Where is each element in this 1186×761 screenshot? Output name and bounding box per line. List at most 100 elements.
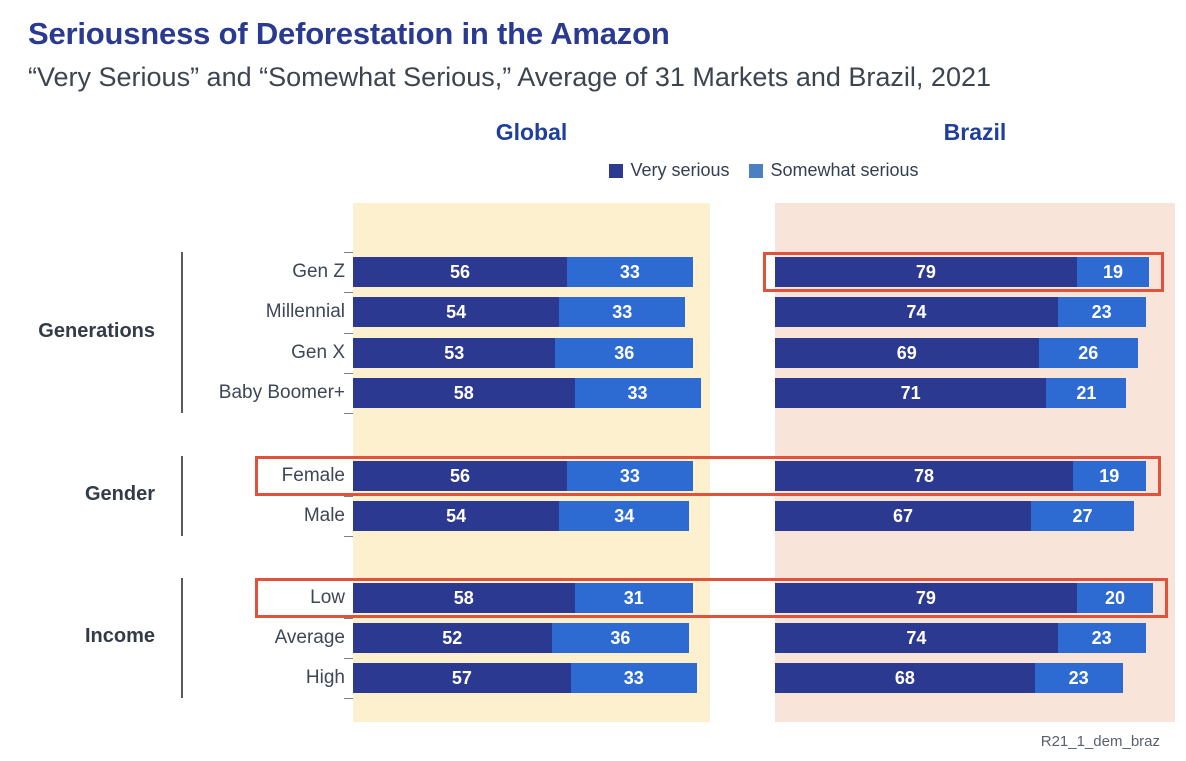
somewhat-serious-segment: 34 bbox=[559, 501, 690, 531]
brazil-bar-average: 74 23 bbox=[775, 623, 1146, 653]
segment-value-label: 79 bbox=[915, 261, 936, 282]
axis-tick bbox=[344, 698, 353, 699]
global-panel-header: Global bbox=[495, 119, 568, 145]
segment-value-label: 21 bbox=[1076, 382, 1097, 403]
very-serious-segment: 56 bbox=[353, 257, 567, 287]
axis-tick bbox=[344, 373, 353, 374]
somewhat-serious-segment: 33 bbox=[574, 378, 701, 408]
somewhat-serious-segment: 23 bbox=[1057, 623, 1146, 653]
very-serious-segment: 74 bbox=[775, 623, 1058, 653]
group-bracket bbox=[181, 578, 183, 698]
brazil-bar-gen-z: 79 19 bbox=[775, 257, 1150, 287]
very-serious-segment: 53 bbox=[353, 338, 556, 368]
row-label-high: High bbox=[305, 667, 345, 688]
somewhat-serious-swatch-icon bbox=[749, 163, 764, 178]
global-bar-average: 52 36 bbox=[353, 623, 690, 653]
group-label-generations: Generations bbox=[38, 319, 155, 342]
very-serious-segment: 79 bbox=[775, 257, 1077, 287]
very-serious-segment: 58 bbox=[353, 378, 575, 408]
group-label-gender: Gender bbox=[84, 483, 155, 505]
highlight-box-low bbox=[255, 578, 1169, 618]
very-serious-segment: 74 bbox=[775, 297, 1058, 327]
segment-value-label: 36 bbox=[614, 342, 635, 363]
very-serious-segment: 68 bbox=[775, 663, 1035, 693]
segment-value-label: 67 bbox=[892, 505, 913, 526]
row-label-male: Male bbox=[303, 505, 345, 526]
segment-value-label: 19 bbox=[1099, 465, 1120, 486]
row-label-average: Average bbox=[274, 627, 345, 648]
row-label-female: Female bbox=[281, 465, 345, 486]
very-serious-segment: 79 bbox=[775, 583, 1077, 613]
brazil-bar-female: 78 19 bbox=[775, 461, 1146, 491]
segment-value-label: 19 bbox=[1103, 261, 1124, 282]
very-serious-segment: 54 bbox=[353, 501, 560, 531]
global-bar-male: 54 34 bbox=[353, 501, 690, 531]
very-serious-segment: 69 bbox=[775, 338, 1039, 368]
legend-label: Somewhat serious bbox=[770, 160, 919, 180]
segment-value-label: 23 bbox=[1091, 627, 1112, 648]
segment-value-label: 78 bbox=[913, 465, 934, 486]
somewhat-serious-segment: 33 bbox=[566, 257, 693, 287]
group-label-income: Income bbox=[84, 625, 155, 647]
segment-value-label: 79 bbox=[915, 587, 936, 608]
somewhat-serious-segment: 26 bbox=[1038, 338, 1138, 368]
somewhat-serious-segment: 33 bbox=[570, 663, 697, 693]
brazil-bar-low: 79 20 bbox=[775, 583, 1154, 613]
row-label-millennial: Millennial bbox=[265, 301, 345, 322]
segment-value-label: 74 bbox=[906, 301, 927, 322]
legend-label: Very serious bbox=[630, 160, 730, 180]
segment-value-label: 54 bbox=[446, 301, 467, 322]
legend-item-very-serious: Very serious bbox=[609, 160, 729, 181]
segment-value-label: 57 bbox=[451, 667, 472, 688]
very-serious-segment: 71 bbox=[775, 378, 1047, 408]
somewhat-serious-segment: 23 bbox=[1057, 297, 1146, 327]
global-bar-baby-boomer-: 58 33 bbox=[353, 378, 701, 408]
brazil-bar-millennial: 74 23 bbox=[775, 297, 1146, 327]
somewhat-serious-segment: 36 bbox=[555, 338, 693, 368]
segment-value-label: 23 bbox=[1068, 667, 1089, 688]
chart-subtitle: “Very Serious” and “Somewhat Serious,” A… bbox=[28, 62, 991, 92]
very-serious-segment: 78 bbox=[775, 461, 1073, 491]
segment-value-label: 23 bbox=[1091, 301, 1112, 322]
very-serious-swatch-icon bbox=[609, 163, 624, 178]
segment-value-label: 71 bbox=[900, 382, 921, 403]
segment-value-label: 68 bbox=[894, 667, 915, 688]
highlight-box-female bbox=[255, 456, 1161, 496]
global-bar-low: 58 31 bbox=[353, 583, 693, 613]
somewhat-serious-segment: 33 bbox=[559, 297, 686, 327]
somewhat-serious-segment: 21 bbox=[1046, 378, 1127, 408]
segment-value-label: 27 bbox=[1072, 505, 1093, 526]
segment-value-label: 26 bbox=[1078, 342, 1099, 363]
somewhat-serious-segment: 20 bbox=[1076, 583, 1154, 613]
segment-value-label: 74 bbox=[906, 627, 927, 648]
segment-value-label: 36 bbox=[610, 627, 631, 648]
very-serious-segment: 58 bbox=[353, 583, 575, 613]
segment-value-label: 33 bbox=[623, 667, 644, 688]
very-serious-segment: 52 bbox=[353, 623, 552, 653]
segment-value-label: 31 bbox=[623, 587, 644, 608]
very-serious-segment: 56 bbox=[353, 461, 567, 491]
global-bar-gen-x: 53 36 bbox=[353, 338, 693, 368]
segment-value-label: 56 bbox=[449, 261, 470, 282]
brazil-bar-gen-x: 69 26 bbox=[775, 338, 1138, 368]
segment-value-label: 69 bbox=[896, 342, 917, 363]
axis-tick bbox=[344, 252, 353, 253]
brazil-bar-high: 68 23 bbox=[775, 663, 1123, 693]
row-label-gen-z: Gen Z bbox=[292, 261, 345, 282]
segment-value-label: 33 bbox=[619, 465, 640, 486]
axis-tick bbox=[344, 536, 353, 537]
somewhat-serious-segment: 36 bbox=[551, 623, 690, 653]
axis-tick bbox=[344, 292, 353, 293]
axis-tick bbox=[344, 496, 353, 497]
somewhat-serious-segment: 19 bbox=[1076, 257, 1150, 287]
very-serious-segment: 67 bbox=[775, 501, 1031, 531]
somewhat-serious-segment: 33 bbox=[566, 461, 693, 491]
legend-item-somewhat-serious: Somewhat serious bbox=[749, 160, 919, 181]
axis-tick bbox=[344, 333, 353, 334]
row-label-gen-x: Gen X bbox=[291, 342, 345, 363]
legend: Very serious Somewhat serious bbox=[353, 160, 1175, 181]
segment-value-label: 33 bbox=[627, 382, 648, 403]
somewhat-serious-segment: 23 bbox=[1034, 663, 1123, 693]
segment-value-label: 33 bbox=[612, 301, 633, 322]
segment-value-label: 33 bbox=[619, 261, 640, 282]
